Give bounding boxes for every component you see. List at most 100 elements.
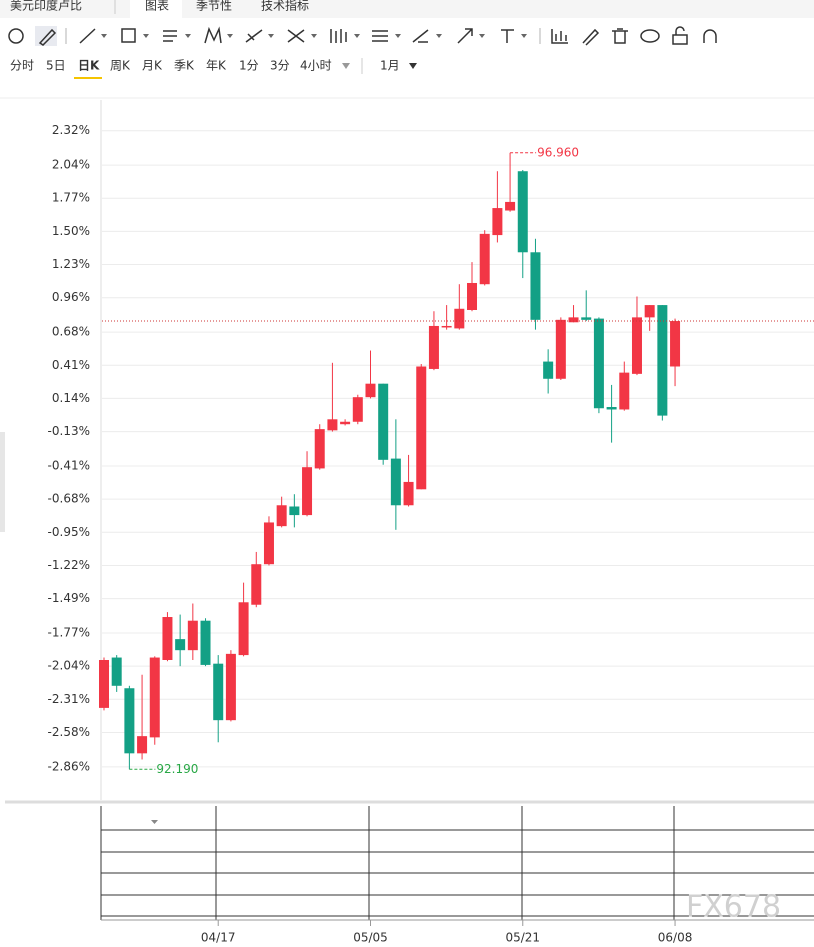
period-bar: 分时 5日 日K 周K 月K 季K 年K 1分 3分 4小时: [10, 59, 332, 79]
tool-icon[interactable]: [287, 29, 305, 43]
page-title: 美元印度卢比: [10, 0, 82, 13]
candle-body: [428, 325, 439, 369]
period-button[interactable]: 4小时: [300, 59, 332, 73]
tool-icon[interactable]: [612, 28, 628, 44]
y-tick-label: 0.14%: [52, 391, 90, 405]
candle-body: [327, 419, 338, 431]
tab[interactable]: 季节性: [196, 0, 232, 13]
tool-icon[interactable]: [121, 28, 136, 43]
y-tick-label: 0.68%: [52, 325, 90, 339]
candle-body: [149, 657, 160, 738]
candle-body: [238, 602, 249, 656]
candle-body: [403, 481, 414, 506]
candle-body: [467, 282, 478, 310]
tool-icon[interactable]: [551, 29, 568, 44]
y-tick-label: -2.86%: [48, 759, 90, 773]
tool-icon[interactable]: [412, 29, 429, 43]
tool-icon[interactable]: [163, 30, 177, 42]
indicator-panel: [100, 806, 814, 921]
dropdown[interactable]: [151, 820, 158, 824]
candle-body: [479, 233, 490, 285]
tool-icon[interactable]: [582, 28, 600, 46]
candle-body: [441, 325, 452, 328]
y-tick-label: -2.04%: [48, 659, 90, 673]
tool-icon[interactable]: [372, 30, 388, 42]
candle-body: [581, 317, 592, 320]
tool-icon[interactable]: [38, 28, 57, 46]
range-select[interactable]: 1月: [380, 59, 400, 73]
candle-body: [302, 467, 313, 516]
candle-body: [543, 361, 554, 379]
candle-body: [555, 319, 566, 379]
period-button[interactable]: 1分: [239, 59, 259, 73]
period-button[interactable]: 日K: [78, 59, 100, 73]
candle-body: [352, 397, 363, 422]
active-tab-bg: [130, 0, 182, 18]
tool-icon[interactable]: [330, 29, 347, 43]
period-button[interactable]: 分时: [10, 59, 34, 73]
period-button[interactable]: 3分: [270, 59, 290, 73]
candle-body: [631, 317, 642, 374]
top-bar: [0, 0, 814, 18]
candle-body: [530, 252, 541, 320]
x-tick-label: 05/21: [505, 931, 540, 944]
candle-body: [644, 305, 655, 318]
watermark: FX678: [686, 890, 781, 925]
annotation: 92.190: [156, 762, 198, 776]
y-tick-label: -0.41%: [48, 458, 90, 472]
candle-body: [454, 308, 465, 329]
tool-icon[interactable]: [79, 28, 96, 44]
candle-body: [213, 663, 224, 721]
y-tick-label: 1.23%: [52, 257, 90, 271]
candle-body: [340, 421, 351, 425]
period-button[interactable]: 年K: [206, 59, 227, 73]
candle-body: [251, 564, 262, 605]
candle-body: [225, 653, 236, 721]
y-tick-label: -1.49%: [48, 591, 90, 605]
tab[interactable]: 图表: [145, 0, 169, 13]
tool-carets: [101, 34, 527, 69]
candle-body: [365, 383, 376, 398]
tab[interactable]: 技术指标: [261, 0, 309, 13]
tool-icon[interactable]: [204, 26, 222, 44]
candle-body: [657, 305, 668, 416]
candle-body: [593, 318, 604, 409]
y-tick-label: 0.41%: [52, 358, 90, 372]
y-tick-label: 2.04%: [52, 158, 90, 172]
tool-icon[interactable]: [245, 29, 263, 43]
y-tick-label: -0.13%: [48, 424, 90, 438]
candle-body: [200, 620, 211, 665]
candle-body: [99, 660, 109, 708]
candle-body: [276, 505, 287, 527]
x-tick-label: 06/08: [658, 931, 693, 944]
candle-body: [124, 688, 135, 754]
candle-body: [187, 620, 198, 651]
y-tick-label: 1.77%: [52, 191, 90, 205]
candle-body: [505, 201, 516, 211]
x-tick-label: 05/05: [353, 931, 388, 944]
tool-icon[interactable]: [640, 29, 660, 43]
candle-body: [289, 506, 300, 516]
y-tick-label: -0.95%: [48, 525, 90, 539]
y-tick-label: -0.68%: [48, 492, 90, 506]
candle-body: [416, 366, 427, 490]
period-button[interactable]: 周K: [110, 59, 131, 73]
candle-body: [517, 171, 528, 253]
tool-icon[interactable]: [501, 29, 514, 43]
period-button[interactable]: 5日: [46, 59, 66, 73]
side-handle[interactable]: [0, 432, 5, 532]
y-tick-label: -2.58%: [48, 725, 90, 739]
candle-body: [390, 458, 401, 506]
tool-icon[interactable]: [703, 29, 717, 43]
period-button[interactable]: 月K: [142, 59, 163, 73]
tool-icon[interactable]: [672, 34, 688, 45]
period-button[interactable]: 季K: [174, 59, 195, 73]
plot: 2.32% 2.04% 1.77% 1.50% 1.23% 0.96% 0.68% 0.41%…: [48, 123, 814, 776]
tool-icon[interactable]: [457, 28, 473, 44]
tool-icon[interactable]: [8, 28, 24, 44]
candle-body: [111, 657, 122, 686]
x-tick-label: 04/17: [201, 931, 236, 944]
y-tick-label: 2.32%: [52, 123, 90, 137]
candle-body: [619, 372, 630, 410]
